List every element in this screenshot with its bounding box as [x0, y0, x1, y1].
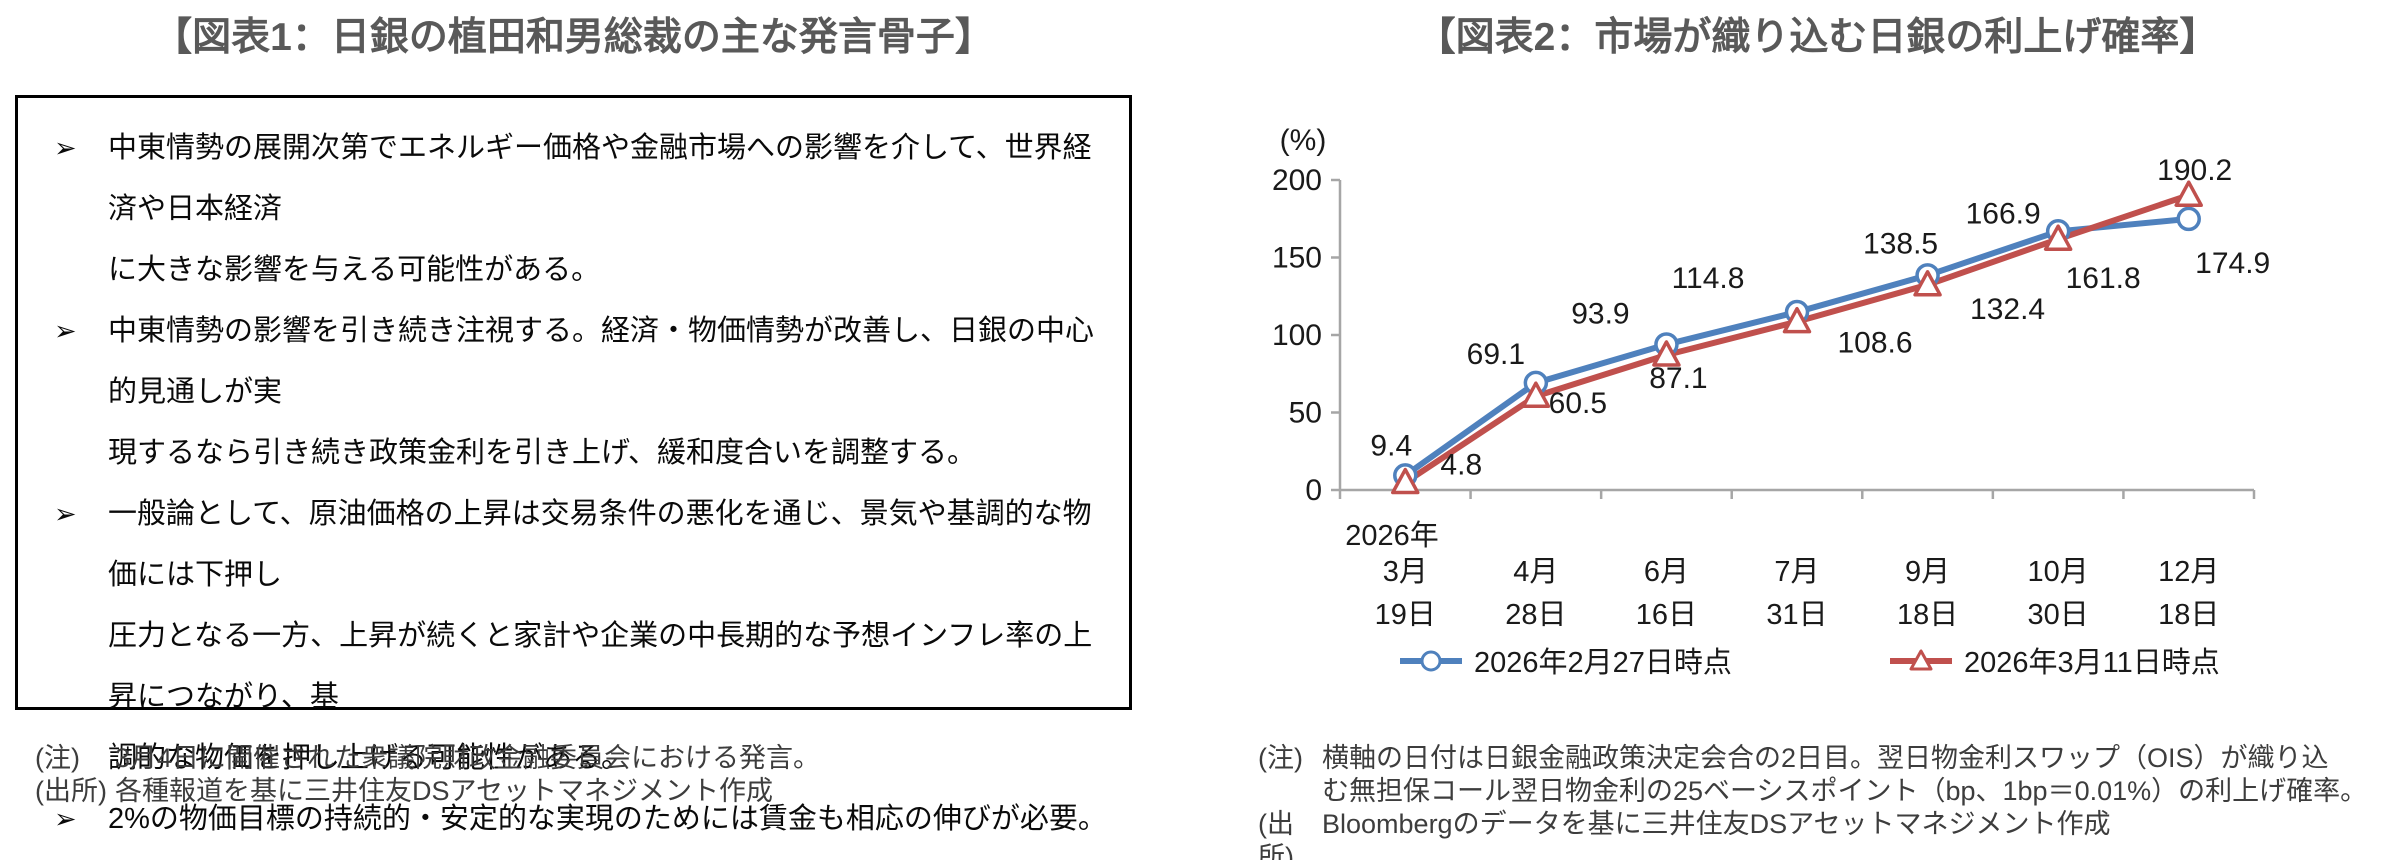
y-tick-label-200: 200 [1272, 164, 1322, 197]
statement-text-4: 2%の物価目標の持続的・安定的な実現のためには賃金も相応の伸びが必要。今年の春闘… [108, 803, 1107, 835]
statement-box: ➢ 中東情勢の展開次第でエネルギー価格や金融市場への影響を介して、世界経済や日本… [15, 95, 1132, 835]
figure2-source-text: Bloombergのデータを基に三井住友DSアセットマネジメント作成 [1322, 809, 2111, 839]
legend-label-1: 2026年3月11日時点 [1964, 646, 2220, 679]
x-tick-day-5: 30日 [2028, 599, 2089, 631]
statement-bullet-2: ➢ 中東情勢の影響を引き続き注視する。経済・物価情勢が改善し、日銀の中心的見通し… [54, 301, 1115, 484]
figure2-title: 【図表2：市場が織り込む日銀の利上げ確率】 [1416, 16, 2219, 59]
data-label-s1-0: 4.8 [1440, 449, 1482, 482]
x-tick-day-3: 31日 [1766, 599, 1827, 631]
x-tick-day-6: 18日 [2158, 599, 2219, 631]
triangle-marker-s1-5 [2043, 224, 2073, 251]
statement-text-1: 中東情勢の展開次第でエネルギー価格や金融市場への影響を介して、世界経済や日本経済… [108, 132, 1092, 286]
triangle-marker-s1-6 [2174, 180, 2203, 207]
x-tick-day-0: 19日 [1375, 599, 1436, 631]
x-tick-month-1: 4月 [1513, 556, 1558, 588]
x-tick-day-1: 28日 [1505, 599, 1566, 631]
y-tick-label-0: 0 [1305, 474, 1322, 507]
note-label: (注) [35, 743, 80, 773]
rate-chart: 0 50 100 150 200 (%) 2026年 3月 19日 4月 28日 6月 16日 7月 31日… [1272, 124, 2270, 679]
y-tick-label-50: 50 [1289, 397, 1322, 430]
x-tick-day-2: 16日 [1636, 599, 1697, 631]
legend-circle-marker-icon [1420, 650, 1442, 672]
data-label-s1-6: 190.2 [2157, 154, 2232, 187]
triangle-marker-s1-2 [1652, 340, 1681, 367]
figure2-source-row: (出所) Bloombergのデータを基に三井住友DSアセットマネジメント作成 [1258, 808, 2378, 860]
data-label-s1-3: 108.6 [1837, 327, 1912, 360]
figure2-note-row: (注) 横軸の日付は日銀金融政策決定会合の2日目。翌日物金利スワップ（OIS）が… [1258, 742, 2378, 808]
figure1-note-text: 3月4日に開催された衆議院財政金融委員会における発言。 [115, 743, 821, 773]
arrow-bullet-icon: ➢ [54, 499, 77, 529]
x-tick-day-4: 18日 [1897, 599, 1958, 631]
x-tick-month-0: 3月 [1383, 556, 1428, 588]
x-tick-month-3: 7月 [1774, 556, 1819, 588]
data-label-s0-2: 93.9 [1571, 297, 1629, 330]
y-tick-label-150: 150 [1272, 242, 1322, 275]
statement-bullet-3: ➢ 一般論として、原油価格の上昇は交易条件の悪化を通じ、景気や基調的な物価には下… [54, 484, 1115, 789]
x-tick-month-6: 12月 [2158, 556, 2219, 588]
figure1-note-row: (注) 3月4日に開催された衆議院財政金融委員会における発言。 [35, 742, 1135, 775]
x-axis-year-label: 2026年 [1345, 519, 1439, 552]
source-label: (出所) [35, 776, 107, 806]
note-label: (注) [1258, 743, 1303, 773]
x-tick-month-4: 9月 [1905, 556, 1950, 588]
triangle-marker-s1-1 [1521, 381, 1551, 408]
data-label-s0-3: 114.8 [1672, 262, 1745, 295]
arrow-bullet-icon: ➢ [54, 316, 77, 346]
arrow-bullet-icon: ➢ [54, 133, 77, 163]
figure1-title: 【図表1：日銀の植田和男総裁の主な発言骨子】 [153, 16, 994, 59]
data-label-s1-4: 132.4 [1970, 293, 2045, 326]
statement-bullet-1: ➢ 中東情勢の展開次第でエネルギー価格や金融市場への影響を介して、世界経済や日本… [54, 118, 1115, 301]
legend-triangle-marker-icon [1909, 649, 1933, 671]
x-tick-month-5: 10月 [2028, 556, 2089, 588]
data-label-s0-1: 69.1 [1467, 338, 1525, 371]
statement-text-2: 中東情勢の影響を引き続き注視する。経済・物価情勢が改善し、日銀の中心的見通しが実… [108, 315, 1095, 469]
statement-text-3: 一般論として、原油価格の上昇は交易条件の悪化を通じ、景気や基調的な物価には下押し… [108, 498, 1093, 774]
data-label-s0-5: 166.9 [1966, 197, 2041, 230]
figure1-notes: (注) 3月4日に開催された衆議院財政金融委員会における発言。 (出所) 各種報… [35, 742, 1135, 808]
legend-label-0: 2026年2月27日時点 [1474, 646, 1732, 679]
triangle-marker-s1-3 [1782, 306, 1812, 334]
y-tick-label-100: 100 [1272, 319, 1322, 352]
data-label-s1-1: 60.5 [1549, 387, 1607, 420]
statement-bullet-4: ➢ 2%の物価目標の持続的・安定的な実現のためには賃金も相応の伸びが必要。今年の… [54, 789, 1115, 860]
triangle-marker-s1-4 [1913, 270, 1942, 297]
arrow-bullet-icon: ➢ [54, 804, 77, 834]
data-label-s1-2: 87.1 [1649, 362, 1707, 395]
source-label: (出所) [1258, 809, 1294, 860]
circle-marker-s0-6 [2176, 206, 2201, 232]
figure2-note-text: 横軸の日付は日銀金融政策決定会合の2日目。翌日物金利スワップ（OIS）が織り込 … [1322, 743, 2368, 806]
figure1-source-text: 各種報道を基に三井住友DSアセットマネジメント作成 [115, 776, 773, 806]
triangle-marker-s1-0 [1391, 467, 1420, 495]
data-label-s0-0: 9.4 [1370, 429, 1412, 462]
figure1-source-row: (出所) 各種報道を基に三井住友DSアセットマネジメント作成 [35, 775, 1135, 808]
data-label-s1-5: 161.8 [2066, 262, 2141, 295]
y-axis-unit-label: (%) [1280, 124, 1327, 157]
data-label-s0-6: 174.9 [2195, 247, 2270, 280]
data-label-s0-4: 138.5 [1863, 227, 1938, 260]
x-tick-month-2: 6月 [1644, 556, 1689, 588]
figure2-notes: (注) 横軸の日付は日銀金融政策決定会合の2日目。翌日物金利スワップ（OIS）が… [1258, 742, 2378, 860]
